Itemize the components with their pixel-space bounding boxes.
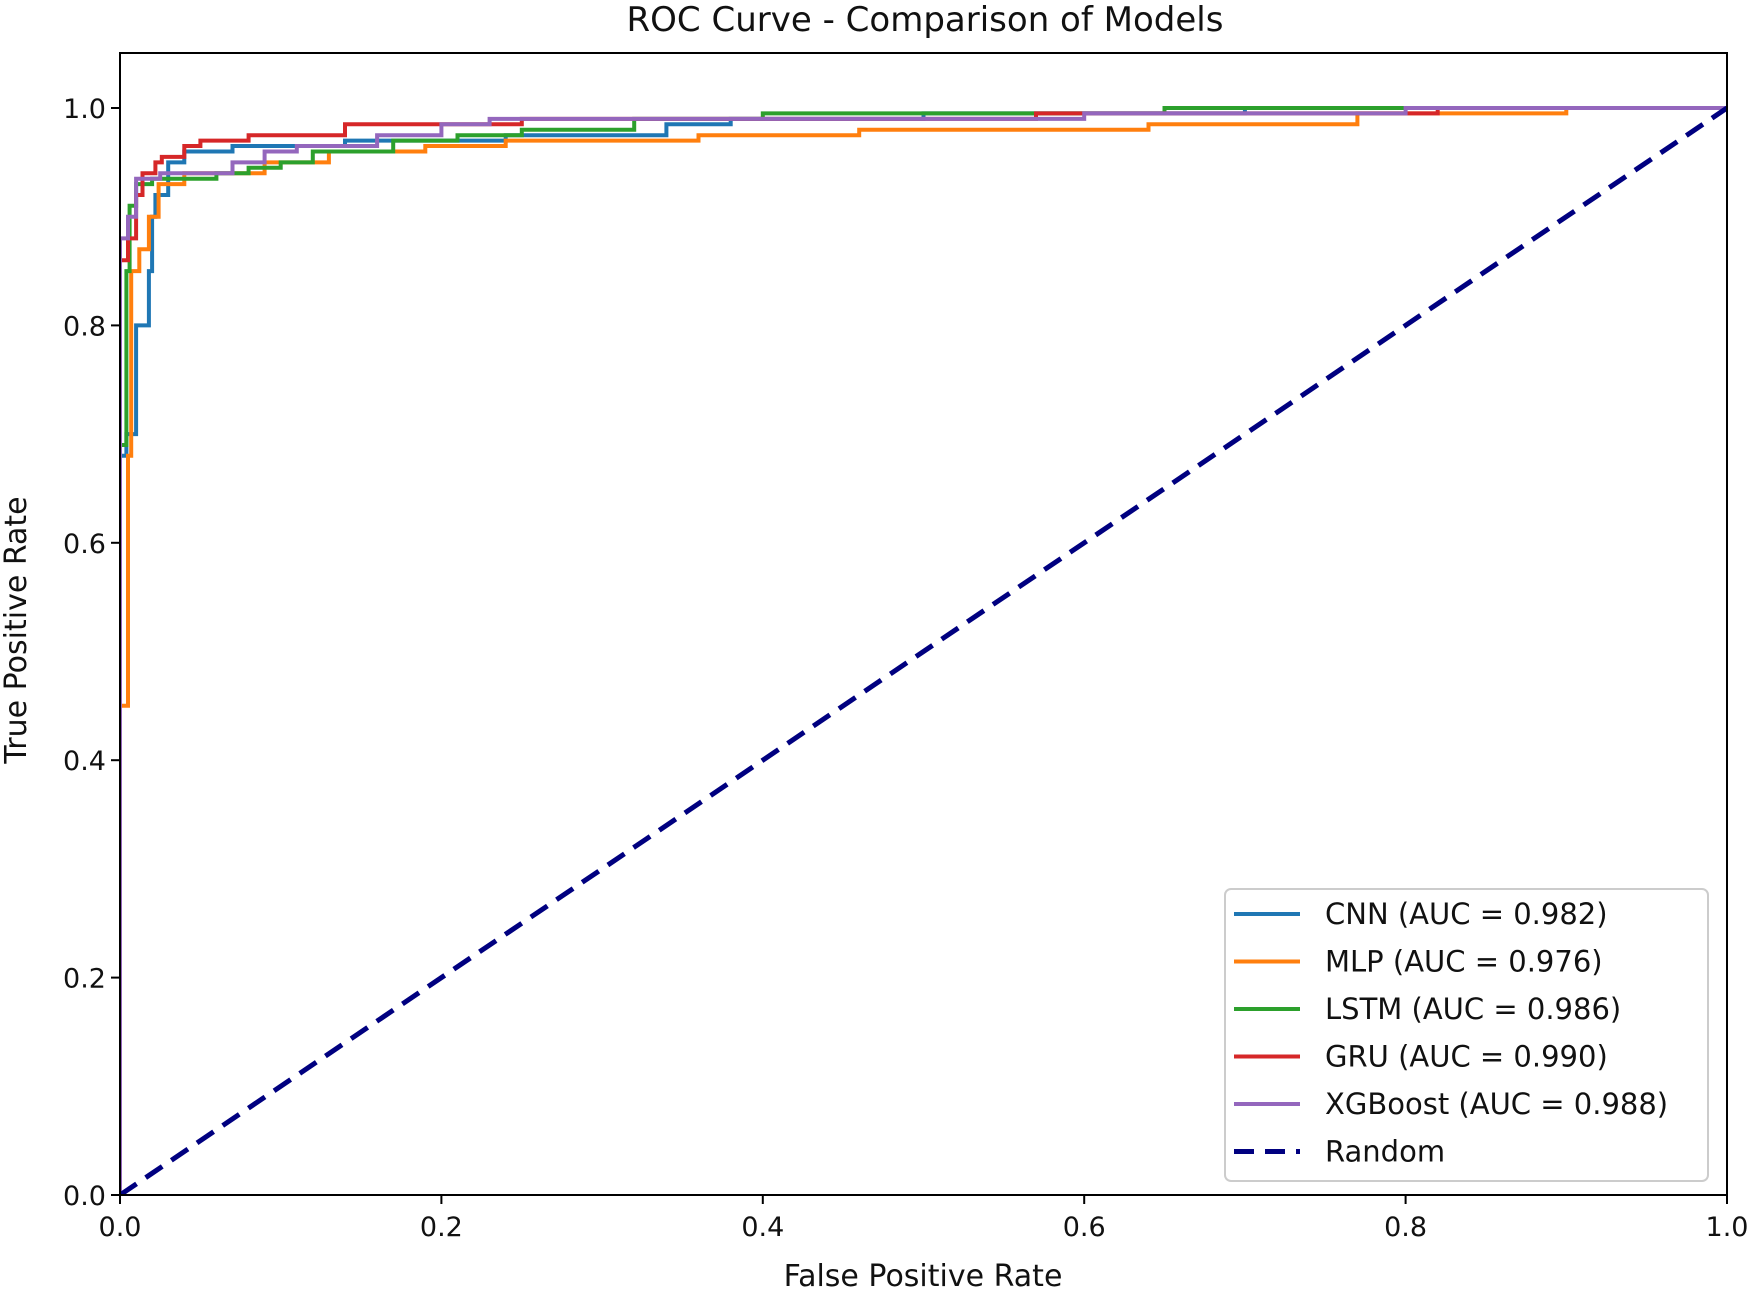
x-tick-label: 0.6 [1063,1212,1106,1243]
x-tick-label: 0.0 [99,1212,142,1243]
legend-label-mlp: MLP (AUC = 0.976) [1325,945,1603,979]
legend-label-random: Random [1325,1135,1445,1169]
y-tick-label: 0.4 [63,746,106,777]
chart-title: ROC Curve - Comparison of Models [627,0,1224,40]
legend-label-lstm: LSTM (AUC = 0.986) [1325,992,1621,1026]
legend-label-gru: GRU (AUC = 0.990) [1325,1040,1608,1074]
y-tick-label: 0.2 [63,964,106,995]
x-tick-label: 0.2 [420,1212,463,1243]
y-axis-label: True Positive Rate [0,496,34,764]
legend-label-cnn: CNN (AUC = 0.982) [1325,897,1608,931]
series-line-random [120,105,1727,1195]
x-tick-label: 0.4 [741,1212,784,1243]
x-tick-label: 0.8 [1384,1212,1427,1243]
x-axis-label: False Positive Rate [784,1259,1063,1291]
plot-frame [119,52,1728,1196]
x-axis: 0.0 0.2 0.4 0.6 0.8 1.0 [99,1195,1749,1243]
series-layer [120,105,1727,1195]
y-axis: 0.0 0.2 0.4 0.6 0.8 1.0 [63,94,120,1212]
legend: CNN (AUC = 0.982) MLP (AUC = 0.976) LSTM (… [1224,888,1709,1182]
y-tick-label: 0.8 [63,311,106,342]
legend-box [1224,888,1709,1182]
series-line-mlp [120,106,1727,1195]
y-tick-label: 0.0 [63,1181,106,1212]
x-tick-label: 1.0 [1706,1212,1749,1243]
y-tick-label: 0.6 [63,529,106,560]
y-tick-label: 1.0 [63,94,106,125]
legend-label-xgboost: XGBoost (AUC = 0.988) [1325,1087,1668,1121]
series-line-xgboost [120,106,1727,1195]
